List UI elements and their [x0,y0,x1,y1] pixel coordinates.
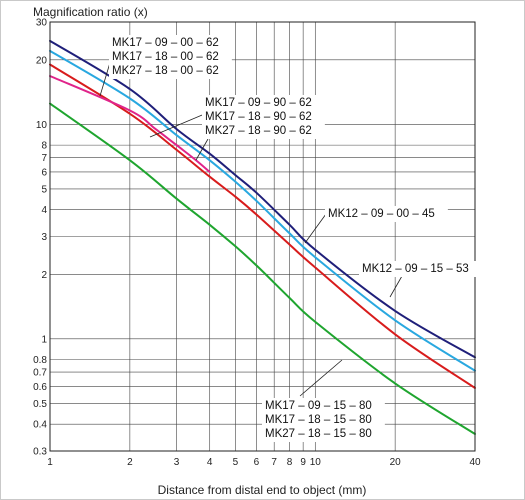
y-tick-label: 0.6 [33,382,47,393]
x-tick-label: 40 [469,457,481,468]
x-tick-label: 8 [287,457,293,468]
series-annotation-label: MK17 – 18 – 90 – 62 [205,111,312,123]
x-tick-label: 20 [390,457,402,468]
x-tick-label: 2 [127,457,133,468]
series-lines [49,39,476,435]
y-axis-label: Magnification ratio (x) [33,5,148,19]
annotation-background [359,261,482,277]
series-line-2 [49,49,476,372]
x-tick-labels: 1 2 3 4 5 6 7 8 9 10 20 40 [47,457,481,468]
series-annotation-label: MK12 – 09 – 15 – 53 [362,263,469,275]
y-tick-labels: 0.3 0.4 0.5 0.6 0.7 0.8 1 2 3 4 5 6 78 10 20 30 [33,18,47,458]
series-annotation-label: MK17 – 18 – 00 – 62 [112,51,219,63]
y-tick-label: 0.3 [33,447,47,458]
series-annotation-label: MK27 – 18 – 00 – 62 [112,65,219,77]
annotation-background [202,95,325,139]
series-annotations: MK17 – 09 – 00 – 62 MK17 – 18 – 00 – 62 MK… [109,35,482,442]
x-tick-label: 3 [174,457,180,468]
series-annotation-label: MK27 – 18 – 90 – 62 [205,125,312,137]
x-tick-label: 7 [271,457,277,468]
annotation-leader [195,138,209,161]
x-tick-label: 6 [254,457,260,468]
series-line-4 [49,75,211,173]
series-annotation-label: MK17 – 09 – 00 – 62 [112,37,219,49]
y-tick-label: 10 [36,120,48,131]
series-annotation-label: MK17 – 18 – 15 – 80 [265,414,372,426]
y-tick-label: 5 [41,184,47,195]
y-tick-label: 20 [36,55,48,66]
x-axis-label: Distance from distal end to object (mm) [158,483,367,497]
x-tick-label: 9 [300,457,306,468]
y-tick-label: 7 [41,153,47,164]
series-annotation-label: MK17 – 09 – 90 – 62 [205,97,312,109]
y-tick-label: 3 [41,232,47,243]
y-tick-label: 2 [41,270,47,281]
x-tick-label: 10 [310,457,322,468]
y-tick-label: 30 [36,18,48,29]
series-annotation-label: MK27 – 18 – 15 – 80 [265,428,372,440]
y-tick-label: 0.5 [33,399,47,410]
annotation-leader [304,213,327,244]
series-annotation-label: MK17 – 09 – 15 – 80 [265,400,372,412]
annotation-background [325,206,448,222]
series-line-3 [49,63,476,389]
x-tick-label: 1 [47,457,53,468]
y-tick-label: 4 [41,205,47,216]
x-tick-label: 5 [233,457,239,468]
y-tick-label: 6 [41,167,47,178]
annotation-background [109,35,232,79]
annotation-background [262,398,385,442]
x-tick-label: 4 [207,457,213,468]
annotation-leader [299,359,343,397]
y-tick-label: 0.8 [33,355,47,366]
y-tick-label: 1 [41,334,47,345]
series-line-5 [49,102,476,435]
plot-border [49,21,476,452]
grid [49,21,476,452]
y-tick-label: 0.7 [33,368,47,379]
y-tick-label: 0.4 [33,420,47,431]
series-annotation-label: MK12 – 09 – 00 – 45 [328,208,435,220]
series-line-1 [49,39,476,359]
annotation-leader [389,275,403,298]
y-tick-label: 8 [41,141,47,152]
